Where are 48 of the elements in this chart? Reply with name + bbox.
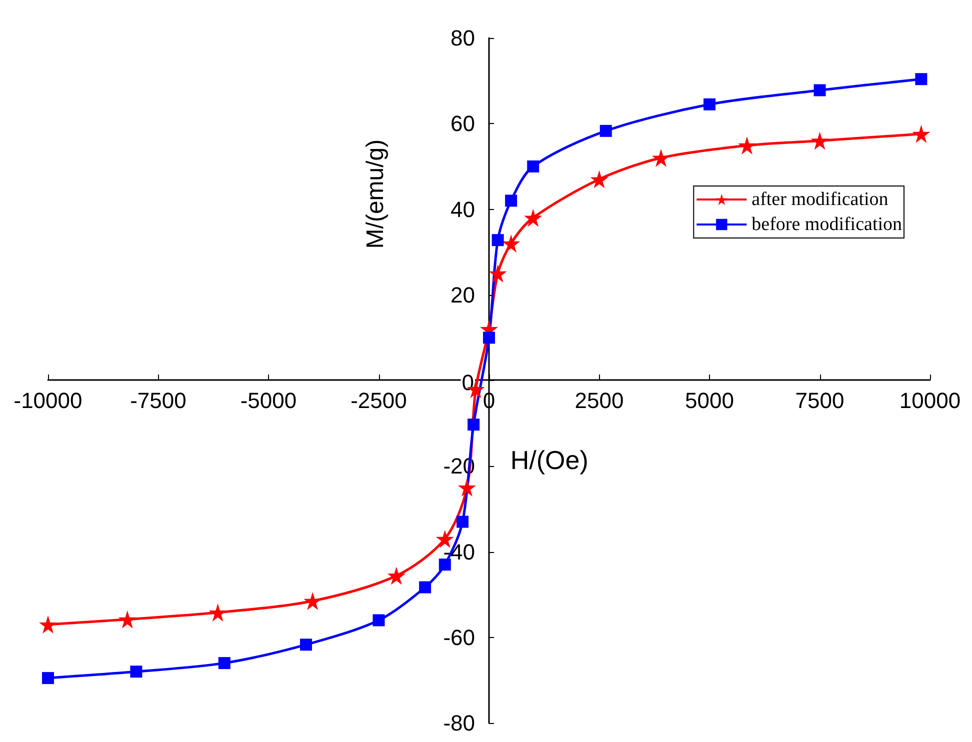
point [652,148,670,167]
y-tick-label: 80 [450,26,475,50]
point [218,657,230,670]
point [814,84,826,96]
point [372,614,385,626]
legend-label: before modification [752,214,902,235]
point [387,566,406,585]
x-tick-label: -10000 [14,388,82,413]
point [492,234,504,246]
x-axis-title: H/(Oe) [510,445,588,475]
y-tick-label: 40 [450,196,475,222]
point [456,516,469,528]
point [912,124,930,143]
point [915,73,928,86]
point [527,160,540,172]
point [704,98,716,110]
point [590,170,608,188]
x-tick-label: -2500 [350,388,407,413]
point [208,604,227,622]
point [39,616,57,634]
point [118,610,136,628]
y-axis-title: M/(emu/g) [362,139,389,249]
point [483,332,495,344]
point [42,672,54,684]
point [438,558,451,571]
point [524,208,542,227]
point [505,194,518,207]
point [738,136,756,154]
point [810,132,829,150]
point [488,264,507,282]
point [130,666,142,678]
legend-label: after modification [752,189,889,210]
point [600,124,612,137]
point [502,234,520,252]
point [300,638,312,651]
x-tick-label: -7500 [130,388,186,413]
x-tick-label: 5000 [685,388,734,413]
point [458,478,476,497]
x-tick-label: 7500 [795,388,844,413]
x-tick-label: -5000 [240,388,297,413]
x-tick-label: 2500 [574,388,624,413]
y-tick-label: -60 [443,624,475,650]
y-tick-label: -80 [443,710,475,736]
y-tick-label: 20 [450,282,475,308]
point [419,581,432,594]
y-tick-label: 60 [450,111,475,136]
point [468,418,480,431]
x-tick-label: 10000 [899,388,961,413]
